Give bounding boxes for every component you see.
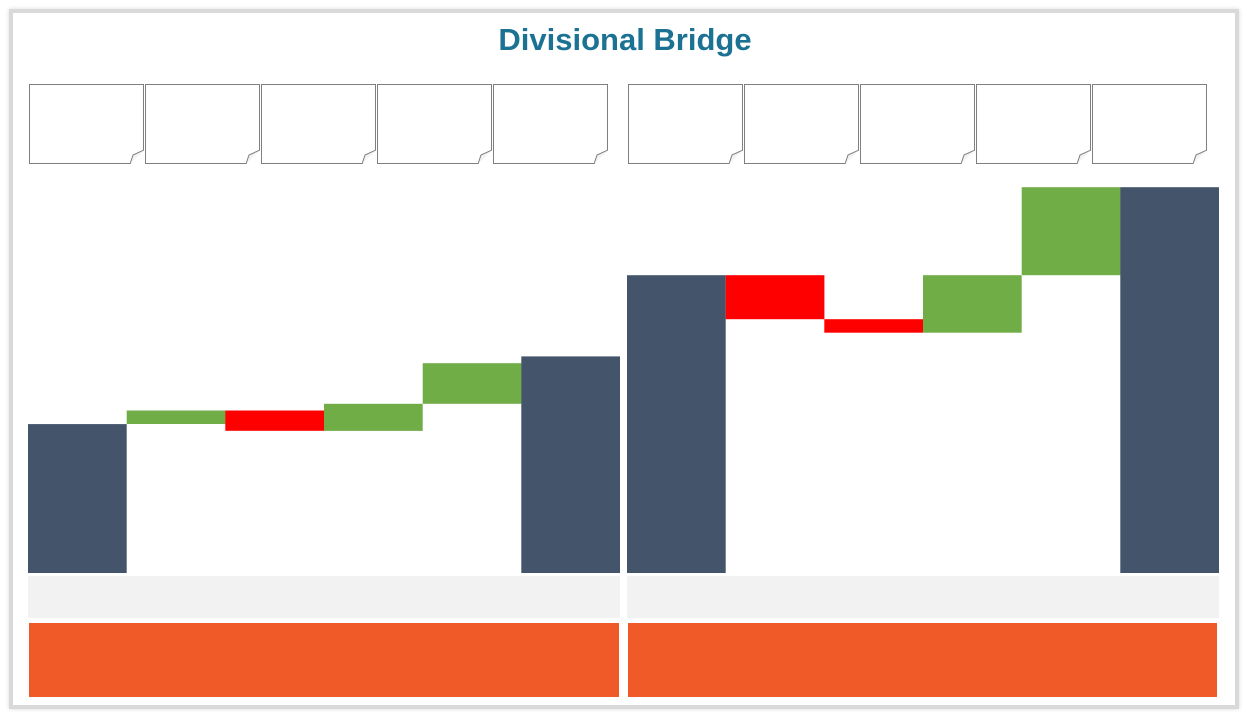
note-card	[145, 84, 260, 164]
left-footer-band	[29, 623, 619, 697]
note-card	[1092, 84, 1207, 164]
total-bar	[28, 424, 127, 573]
increase-bar	[923, 275, 1022, 333]
increase-bar	[1021, 187, 1121, 276]
total-bar	[1120, 187, 1219, 573]
note-card	[377, 84, 492, 164]
note-card	[261, 84, 376, 164]
decrease-bar	[824, 319, 923, 333]
note-card	[29, 84, 144, 164]
note-card	[860, 84, 975, 164]
note-card	[628, 84, 743, 164]
decrease-bar	[225, 410, 324, 431]
note-card	[493, 84, 608, 164]
right-label-bar	[627, 576, 1219, 618]
left-label-bar	[28, 576, 620, 618]
chart-title: Divisional Bridge	[498, 22, 752, 57]
note-card	[744, 84, 859, 164]
increase-bar	[422, 363, 522, 404]
note-card	[976, 84, 1091, 164]
total-bar	[627, 275, 726, 573]
increase-bar	[126, 410, 226, 424]
total-bar	[521, 356, 620, 573]
increase-bar	[324, 403, 423, 431]
decrease-bar	[725, 275, 825, 320]
right-footer-band	[628, 623, 1217, 697]
